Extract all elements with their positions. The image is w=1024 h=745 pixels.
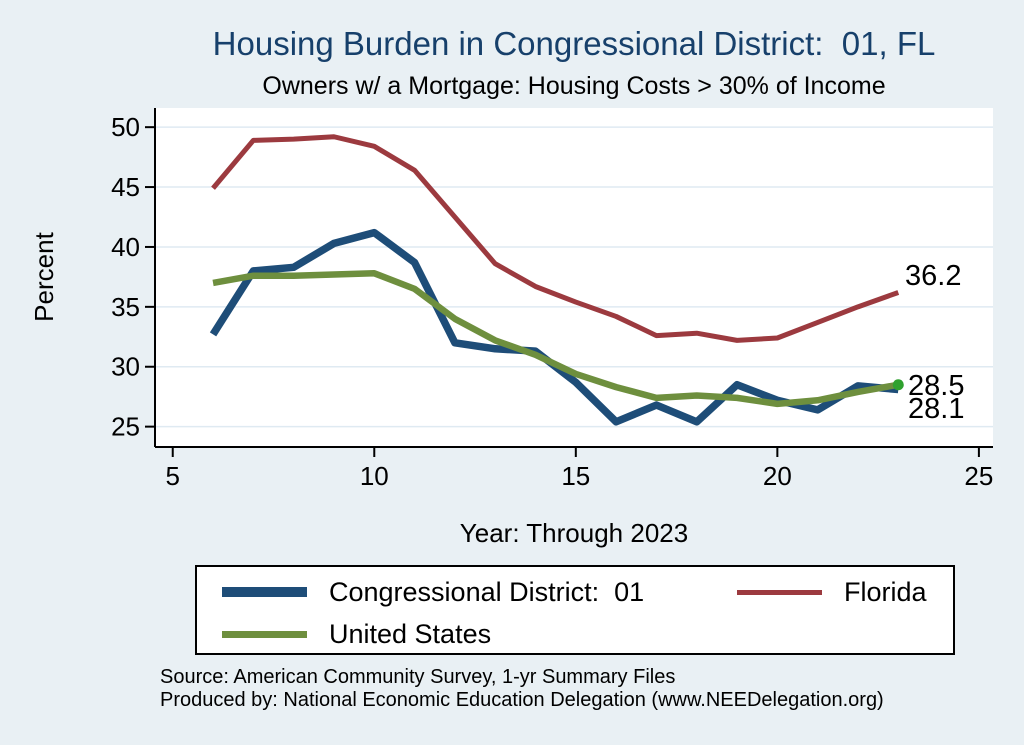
y-tick-label: 35 [111, 292, 140, 322]
x-tick-label: 20 [763, 461, 792, 491]
legend-item-district: Congressional District: 01 [222, 577, 644, 607]
legend-label-district: Congressional District: 01 [329, 576, 645, 607]
plot-svg: 25 30 35 40 45 50 5 10 15 20 25 [111, 108, 993, 491]
legend-item-us: United States [222, 619, 491, 649]
footer-produced-by: Produced by: National Economic Education… [160, 689, 884, 711]
legend-swatch-florida [737, 589, 822, 595]
y-tick-label: 25 [111, 412, 140, 442]
line-us [212, 270, 899, 408]
x-tick-label: 15 [561, 461, 590, 491]
x-tick-label: 25 [964, 461, 993, 491]
legend: Congressional District: 01 Florida Unite… [195, 565, 955, 655]
legend-label-us: United States [329, 618, 492, 649]
y-tick-label: 50 [111, 112, 140, 142]
footer-source: Source: American Community Survey, 1-yr … [160, 666, 676, 688]
legend-item-florida: Florida [737, 577, 927, 607]
y-tick-label: 45 [111, 172, 140, 202]
end-label-district: 28.1 [908, 393, 965, 425]
chart-subtitle: Owners w/ a Mortgage: Housing Costs > 30… [262, 72, 886, 100]
end-label-us: 28.5 [908, 370, 965, 402]
x-tick-label: 5 [166, 461, 180, 491]
legend-label-florida: Florida [844, 576, 927, 607]
y-tick-label: 30 [111, 352, 140, 382]
x-tick-label: 10 [360, 461, 389, 491]
end-marker-us [892, 379, 904, 391]
end-label-florida: 36.2 [905, 260, 962, 292]
x-axis-title: Year: Through 2023 [459, 518, 689, 548]
legend-swatch-us [222, 630, 307, 638]
chart-title: Housing Burden in Congressional District… [212, 25, 936, 62]
y-tick-label: 40 [111, 232, 140, 262]
line-florida [211, 134, 900, 343]
legend-swatch-district [222, 587, 307, 597]
